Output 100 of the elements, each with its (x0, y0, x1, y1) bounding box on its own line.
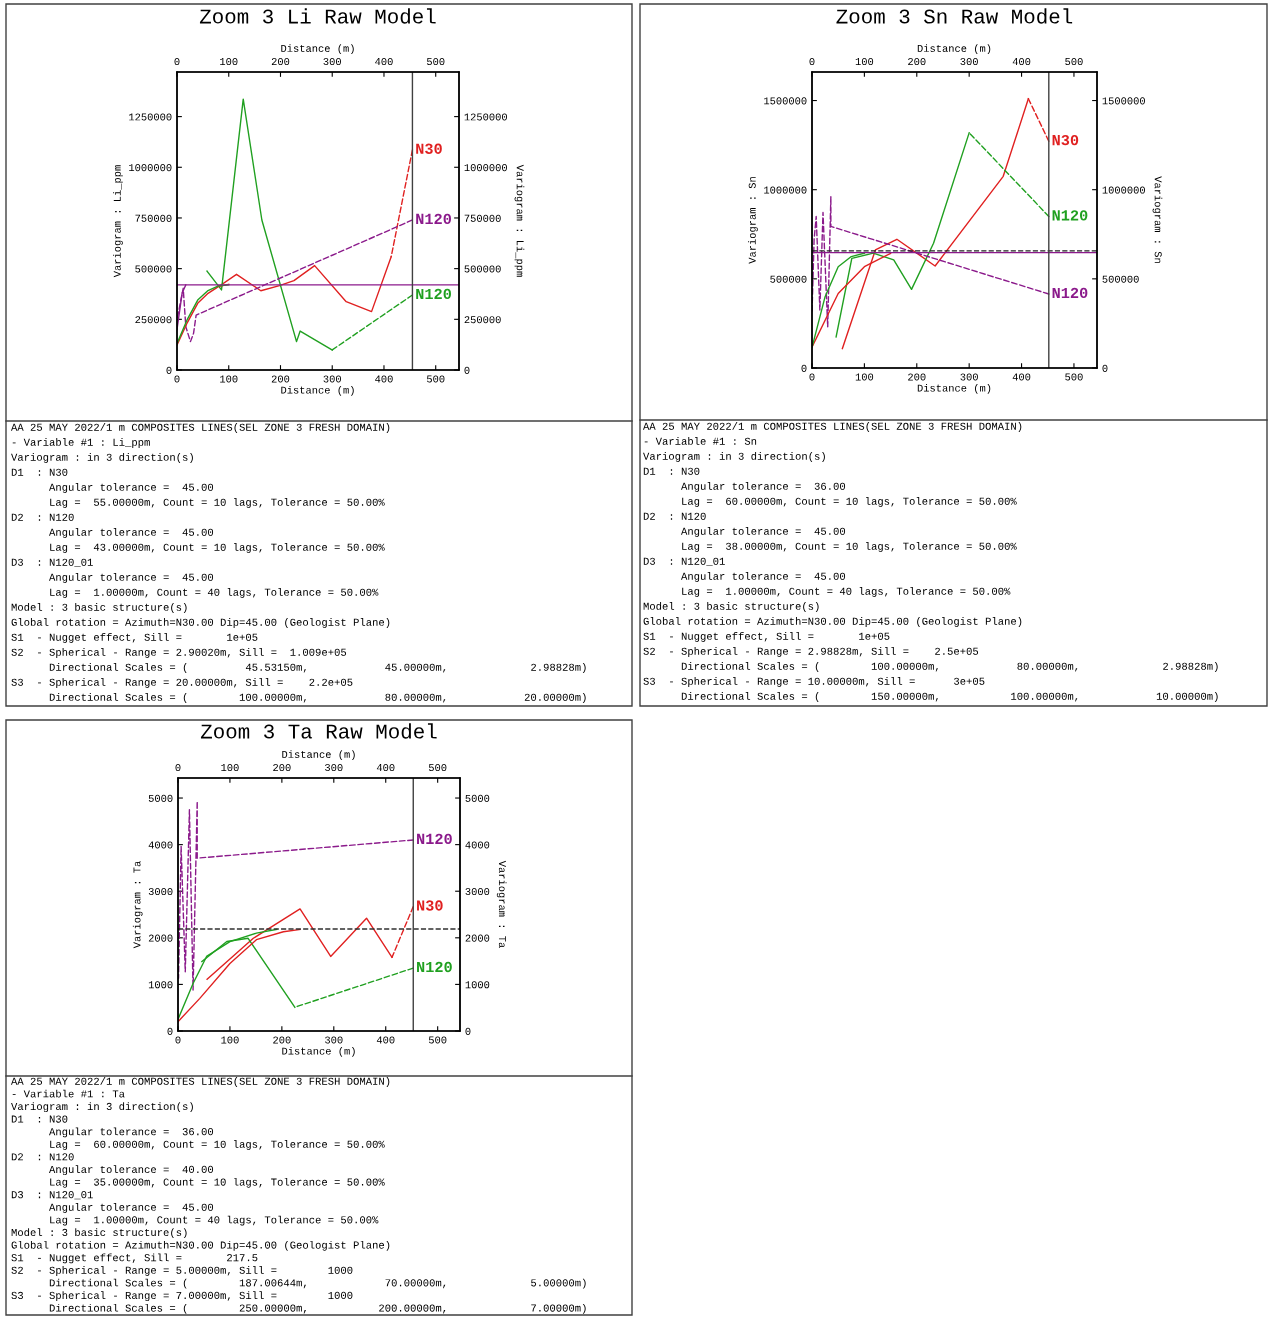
text: D1 : N30 (11, 468, 68, 476)
text: Global rotation = Azimuth=N30.00 Dip=45.00 (Geologist Plane) (643, 617, 1022, 627)
y-tick-label: 500000 (770, 275, 807, 283)
chart-title: Zoom 3 Sn Raw Model (836, 8, 1073, 24)
y-tick-label: 1500000 (764, 97, 807, 105)
text: D1 : N30 (643, 467, 700, 475)
y-tick-label: 0 (801, 364, 807, 372)
text: Lag = 43.00000m, Count = 10 lags, Tolerance = 50.00% (50, 543, 385, 553)
y2-axis-title: Variogram : Li_ppm (514, 164, 525, 277)
text: S1 - Nugget effect, Sill = 217.5 (11, 1253, 258, 1264)
text: D3 : N120_01 (643, 557, 725, 566)
chart-title: Zoom 3 Li Raw Model (199, 8, 436, 24)
text: Angular tolerance = 45.00 (49, 573, 214, 583)
text: D3 : N120_01 (11, 558, 93, 567)
series-label: N120 (416, 288, 451, 300)
y2-tick-label: 1000 (465, 981, 490, 989)
text: Angular tolerance = 45.00 (681, 527, 846, 537)
y2-tick-label: 500000 (464, 265, 501, 273)
text: Global rotation = Azimuth=N30.00 Dip=45.00 (Geologist Plane) (11, 618, 390, 628)
y-tick-label: 5000 (148, 794, 173, 802)
x-tick-label: 400 (376, 1036, 395, 1044)
y-tick-label: 4000 (148, 841, 173, 849)
text: Lag = 38.00000m, Count = 10 lags, Tolerance = 50.00% (682, 542, 1017, 552)
x2-tick-label: 200 (273, 764, 291, 772)
text: Angular tolerance = 45.00 (49, 483, 214, 493)
x2-tick-label: 500 (1065, 58, 1083, 66)
y2-tick-label: 1000000 (1102, 186, 1145, 194)
text: Lag = 35.00000m, Count = 10 lags, Tolerance = 50.00% (50, 1177, 385, 1188)
y-tick-label: 1250000 (129, 113, 172, 121)
series-label: N120 (417, 961, 452, 973)
x-tick-label: 500 (1065, 373, 1083, 381)
y2-axis-title: Variogram : Ta (496, 860, 507, 948)
x-tick-label: 0 (809, 373, 815, 381)
y2-axis-title: Variogram : Sn (1152, 176, 1163, 263)
x2-axis-title: Distance (m) (281, 44, 354, 55)
x-tick-label: 200 (273, 1036, 291, 1044)
y-tick-label: 1000000 (764, 186, 807, 194)
x-tick-label: 0 (174, 375, 180, 383)
series-label: N30 (416, 143, 442, 154)
y-tick-label: 1000 (148, 981, 173, 989)
text: Lag = 1.00000m, Count = 40 lags, Tolerance = 50.00% (50, 1215, 379, 1226)
x2-axis-title: Distance (m) (282, 750, 355, 761)
x-tick-label: 300 (325, 1036, 343, 1044)
x-tick-label: 100 (855, 373, 874, 381)
text: S2 - Spherical - Range = 2.90020m, Sill = 1.009e+05 (11, 648, 347, 658)
x-tick-label: 0 (175, 1036, 181, 1044)
y-axis-title: Variogram : Li_ppm (113, 165, 123, 278)
text: D1 : N30 (11, 1115, 68, 1123)
text: Lag = 55.00000m, Count = 10 lags, Tolerance = 50.00% (50, 498, 385, 508)
x-tick-label: 200 (908, 373, 926, 381)
text: Model : 3 basic structure(s) (11, 1228, 187, 1239)
text: Lag = 1.00000m, Count = 40 lags, Tolerance = 50.00% (50, 588, 379, 598)
series-label: N30 (417, 900, 443, 911)
text: Variogram : in 3 direction(s) (11, 1102, 193, 1113)
text: Variogram : in 3 direction(s) (643, 452, 825, 462)
series-label: N120 (416, 213, 451, 225)
text: Model : 3 basic structure(s) (11, 603, 187, 613)
x2-tick-label: 100 (221, 764, 239, 772)
y-axis-title: Variogram : Sn (748, 177, 758, 264)
y2-tick-label: 750000 (464, 214, 501, 222)
x2-tick-label: 200 (271, 58, 290, 66)
y2-tick-label: 5000 (465, 794, 490, 802)
y2-tick-label: 2000 (465, 934, 490, 942)
x2-tick-label: 300 (960, 58, 978, 66)
text: - Variable #1 : Ta (12, 1089, 125, 1098)
y-axis-title: Variogram : Ta (132, 861, 143, 949)
text: Variogram : in 3 direction(s) (11, 453, 193, 463)
text: S1 - Nugget effect, Sill = 1e+05 (11, 633, 258, 643)
text: Directional Scales = ( 45.53150m, 45.00000m, 2.98828m) (49, 663, 586, 673)
y2-tick-label: 0 (464, 366, 470, 374)
y-tick-label: 0 (166, 366, 172, 374)
x2-tick-label: 400 (1012, 58, 1031, 66)
x-axis-title: Distance (m) (917, 383, 991, 394)
series-label: N120 (417, 833, 452, 845)
x2-tick-label: 0 (174, 58, 180, 66)
x-tick-label: 500 (426, 375, 445, 383)
x2-tick-label: 0 (809, 58, 815, 66)
text: S1 - Nugget effect, Sill = 1e+05 (643, 632, 890, 642)
x2-tick-label: 200 (908, 58, 926, 66)
x2-tick-label: 100 (220, 58, 238, 66)
text: S2 - Spherical - Range = 5.00000m, Sill = 1000 (11, 1266, 353, 1276)
text: Angular tolerance = 45.00 (681, 572, 846, 582)
y-tick-label: 500000 (135, 265, 172, 273)
y-tick-label: 2000 (148, 934, 173, 942)
text: AA 25 MAY 2022/1 m COMPOSITES LINES(SEL ZONE 3 FRESH DOMAIN) (643, 422, 1022, 432)
x-tick-label: 400 (1012, 373, 1031, 381)
text: AA 25 MAY 2022/1 m COMPOSITES LINES(SEL ZONE 3 FRESH DOMAIN) (11, 423, 390, 433)
y-tick-label: 0 (167, 1027, 173, 1035)
text: Angular tolerance = 40.00 (49, 1165, 214, 1176)
text: S3 - Spherical - Range = 7.00000m, Sill = 1000 (11, 1291, 353, 1302)
series-label: N120 (1052, 210, 1088, 221)
y2-tick-label: 1250000 (464, 113, 507, 121)
chart-title: Zoom 3 Ta Raw Model (200, 723, 437, 739)
text: S3 - Spherical - Range = 10.00000m, Sill = 3e+05 (643, 677, 985, 687)
x-tick-label: 300 (323, 375, 341, 383)
y2-tick-label: 1500000 (1102, 97, 1145, 105)
text: Directional Scales = ( 150.00000m, 100.00000m, 10.00000m) (681, 692, 1218, 702)
text: D2 : N120 (11, 513, 74, 521)
text: - Variable #1 : Li_ppm (12, 438, 150, 448)
text: Directional Scales = ( 250.00000m, 200.00000m, 7.00000m) (49, 1303, 586, 1314)
